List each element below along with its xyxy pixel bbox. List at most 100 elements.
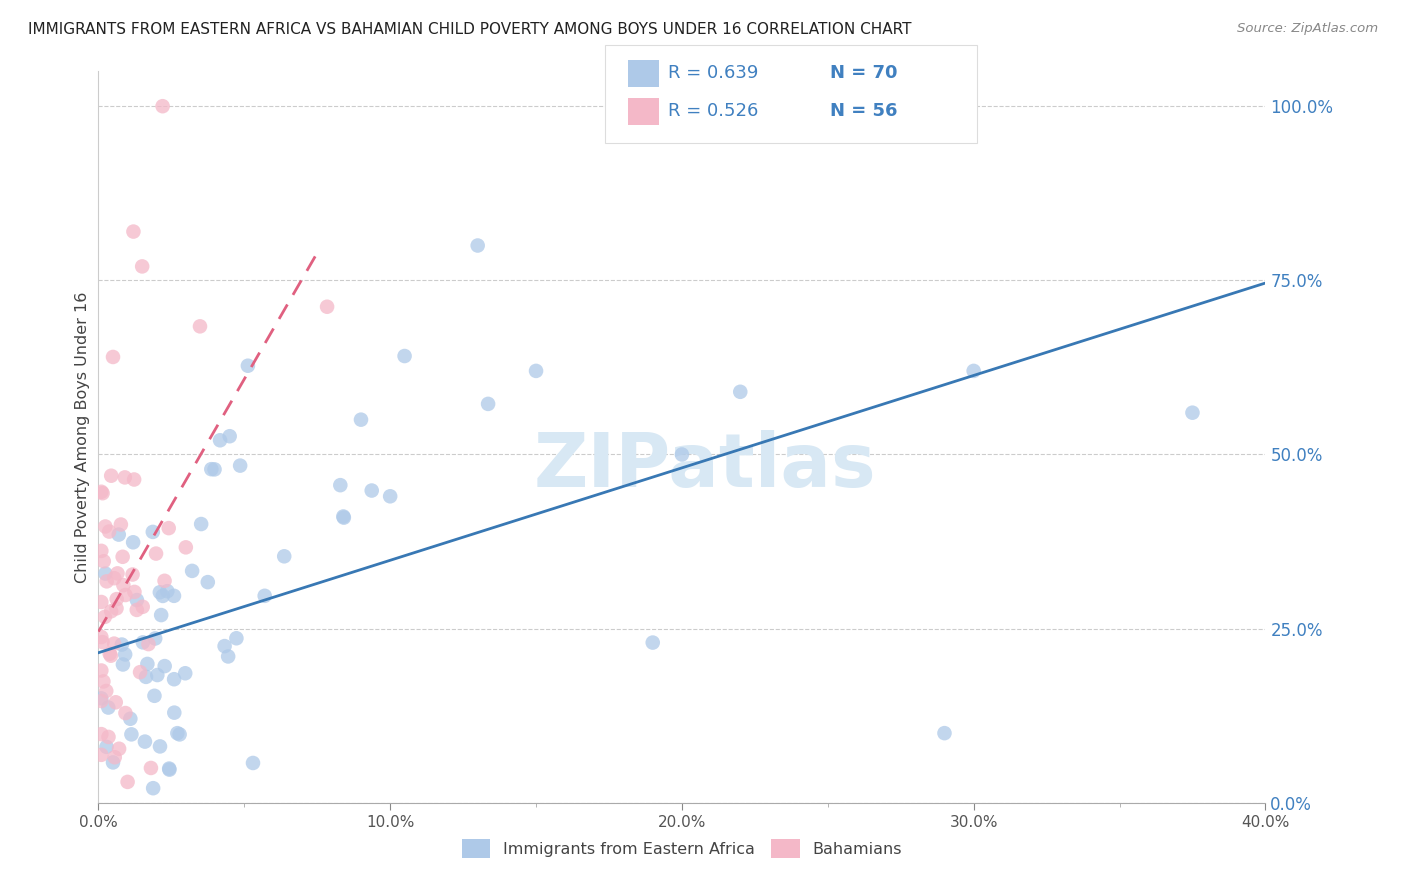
Point	[90, 484, 112, 499]
Point	[143, 632, 166, 646]
Point	[114, 706, 136, 720]
Point	[107, 527, 129, 541]
Point	[236, 359, 259, 373]
Point	[671, 448, 693, 462]
Point	[125, 603, 148, 617]
Point	[169, 727, 191, 741]
Point	[94, 519, 117, 533]
Point	[90, 830, 112, 845]
Point	[197, 575, 219, 590]
Point	[90, 691, 112, 706]
Point	[97, 700, 120, 714]
Point	[94, 805, 117, 820]
Point	[152, 99, 174, 113]
Point	[135, 670, 157, 684]
Point	[242, 756, 264, 770]
Point	[641, 635, 664, 649]
Point	[163, 706, 186, 720]
Point	[100, 468, 122, 483]
Point	[90, 595, 112, 609]
Text: IMMIGRANTS FROM EASTERN AFRICA VS BAHAMIAN CHILD POVERTY AMONG BOYS UNDER 16 COR: IMMIGRANTS FROM EASTERN AFRICA VS BAHAMI…	[28, 22, 911, 37]
Point	[146, 668, 169, 682]
Point	[142, 524, 165, 539]
Point	[135, 808, 157, 822]
Point	[181, 564, 204, 578]
Point	[157, 762, 180, 776]
Point	[143, 689, 166, 703]
Point	[190, 516, 212, 531]
Point	[225, 632, 247, 646]
Point	[329, 478, 352, 492]
Point	[90, 747, 112, 762]
Point	[104, 750, 127, 764]
Point	[91, 635, 114, 649]
Point	[166, 726, 188, 740]
Point	[111, 549, 134, 564]
Point	[730, 384, 752, 399]
Point	[100, 604, 122, 618]
Point	[332, 509, 354, 524]
Point	[156, 584, 179, 599]
Point	[333, 510, 356, 524]
Point	[103, 637, 125, 651]
Point	[218, 429, 240, 443]
Point	[149, 739, 172, 754]
Point	[380, 489, 402, 503]
Point	[122, 225, 145, 239]
Point	[163, 589, 186, 603]
Point	[98, 524, 121, 539]
Point	[131, 599, 153, 614]
Point	[1181, 406, 1204, 420]
Point	[174, 541, 197, 555]
Point	[153, 574, 176, 588]
Point	[214, 639, 236, 653]
Point	[467, 238, 489, 252]
Text: Source: ZipAtlas.com: Source: ZipAtlas.com	[1237, 22, 1378, 36]
Point	[117, 775, 139, 789]
Point	[112, 578, 135, 592]
Point	[105, 592, 128, 607]
Point	[90, 727, 112, 741]
Text: R = 0.639: R = 0.639	[668, 64, 758, 82]
Point	[110, 818, 132, 832]
Point	[125, 593, 148, 607]
Point	[104, 695, 127, 709]
Point	[114, 470, 136, 484]
Point	[934, 726, 956, 740]
Point	[94, 566, 117, 581]
Point	[91, 486, 114, 500]
Point	[273, 549, 295, 564]
Point	[149, 585, 172, 599]
Point	[90, 544, 112, 558]
Point	[100, 648, 122, 663]
Point	[96, 574, 118, 589]
Point	[101, 350, 124, 364]
Point	[96, 739, 118, 754]
Text: R = 0.526: R = 0.526	[668, 103, 758, 120]
Point	[90, 664, 112, 678]
Point	[120, 727, 142, 741]
Point	[96, 684, 118, 698]
Point	[94, 610, 117, 624]
Point	[98, 647, 121, 661]
Point	[188, 319, 211, 334]
Point	[134, 734, 156, 748]
Point	[107, 566, 129, 581]
Point	[105, 601, 128, 615]
Point	[253, 589, 276, 603]
Point	[962, 364, 984, 378]
Point	[204, 462, 226, 476]
Point	[122, 473, 145, 487]
Point	[153, 659, 176, 673]
Point	[229, 458, 252, 473]
Point	[120, 712, 142, 726]
Point	[111, 657, 134, 672]
Point	[97, 730, 120, 744]
Point	[122, 535, 145, 549]
Point	[121, 567, 143, 582]
Point	[111, 638, 134, 652]
Text: N = 56: N = 56	[830, 103, 897, 120]
Point	[93, 554, 115, 568]
Point	[124, 585, 146, 599]
Text: N = 70: N = 70	[830, 64, 897, 82]
